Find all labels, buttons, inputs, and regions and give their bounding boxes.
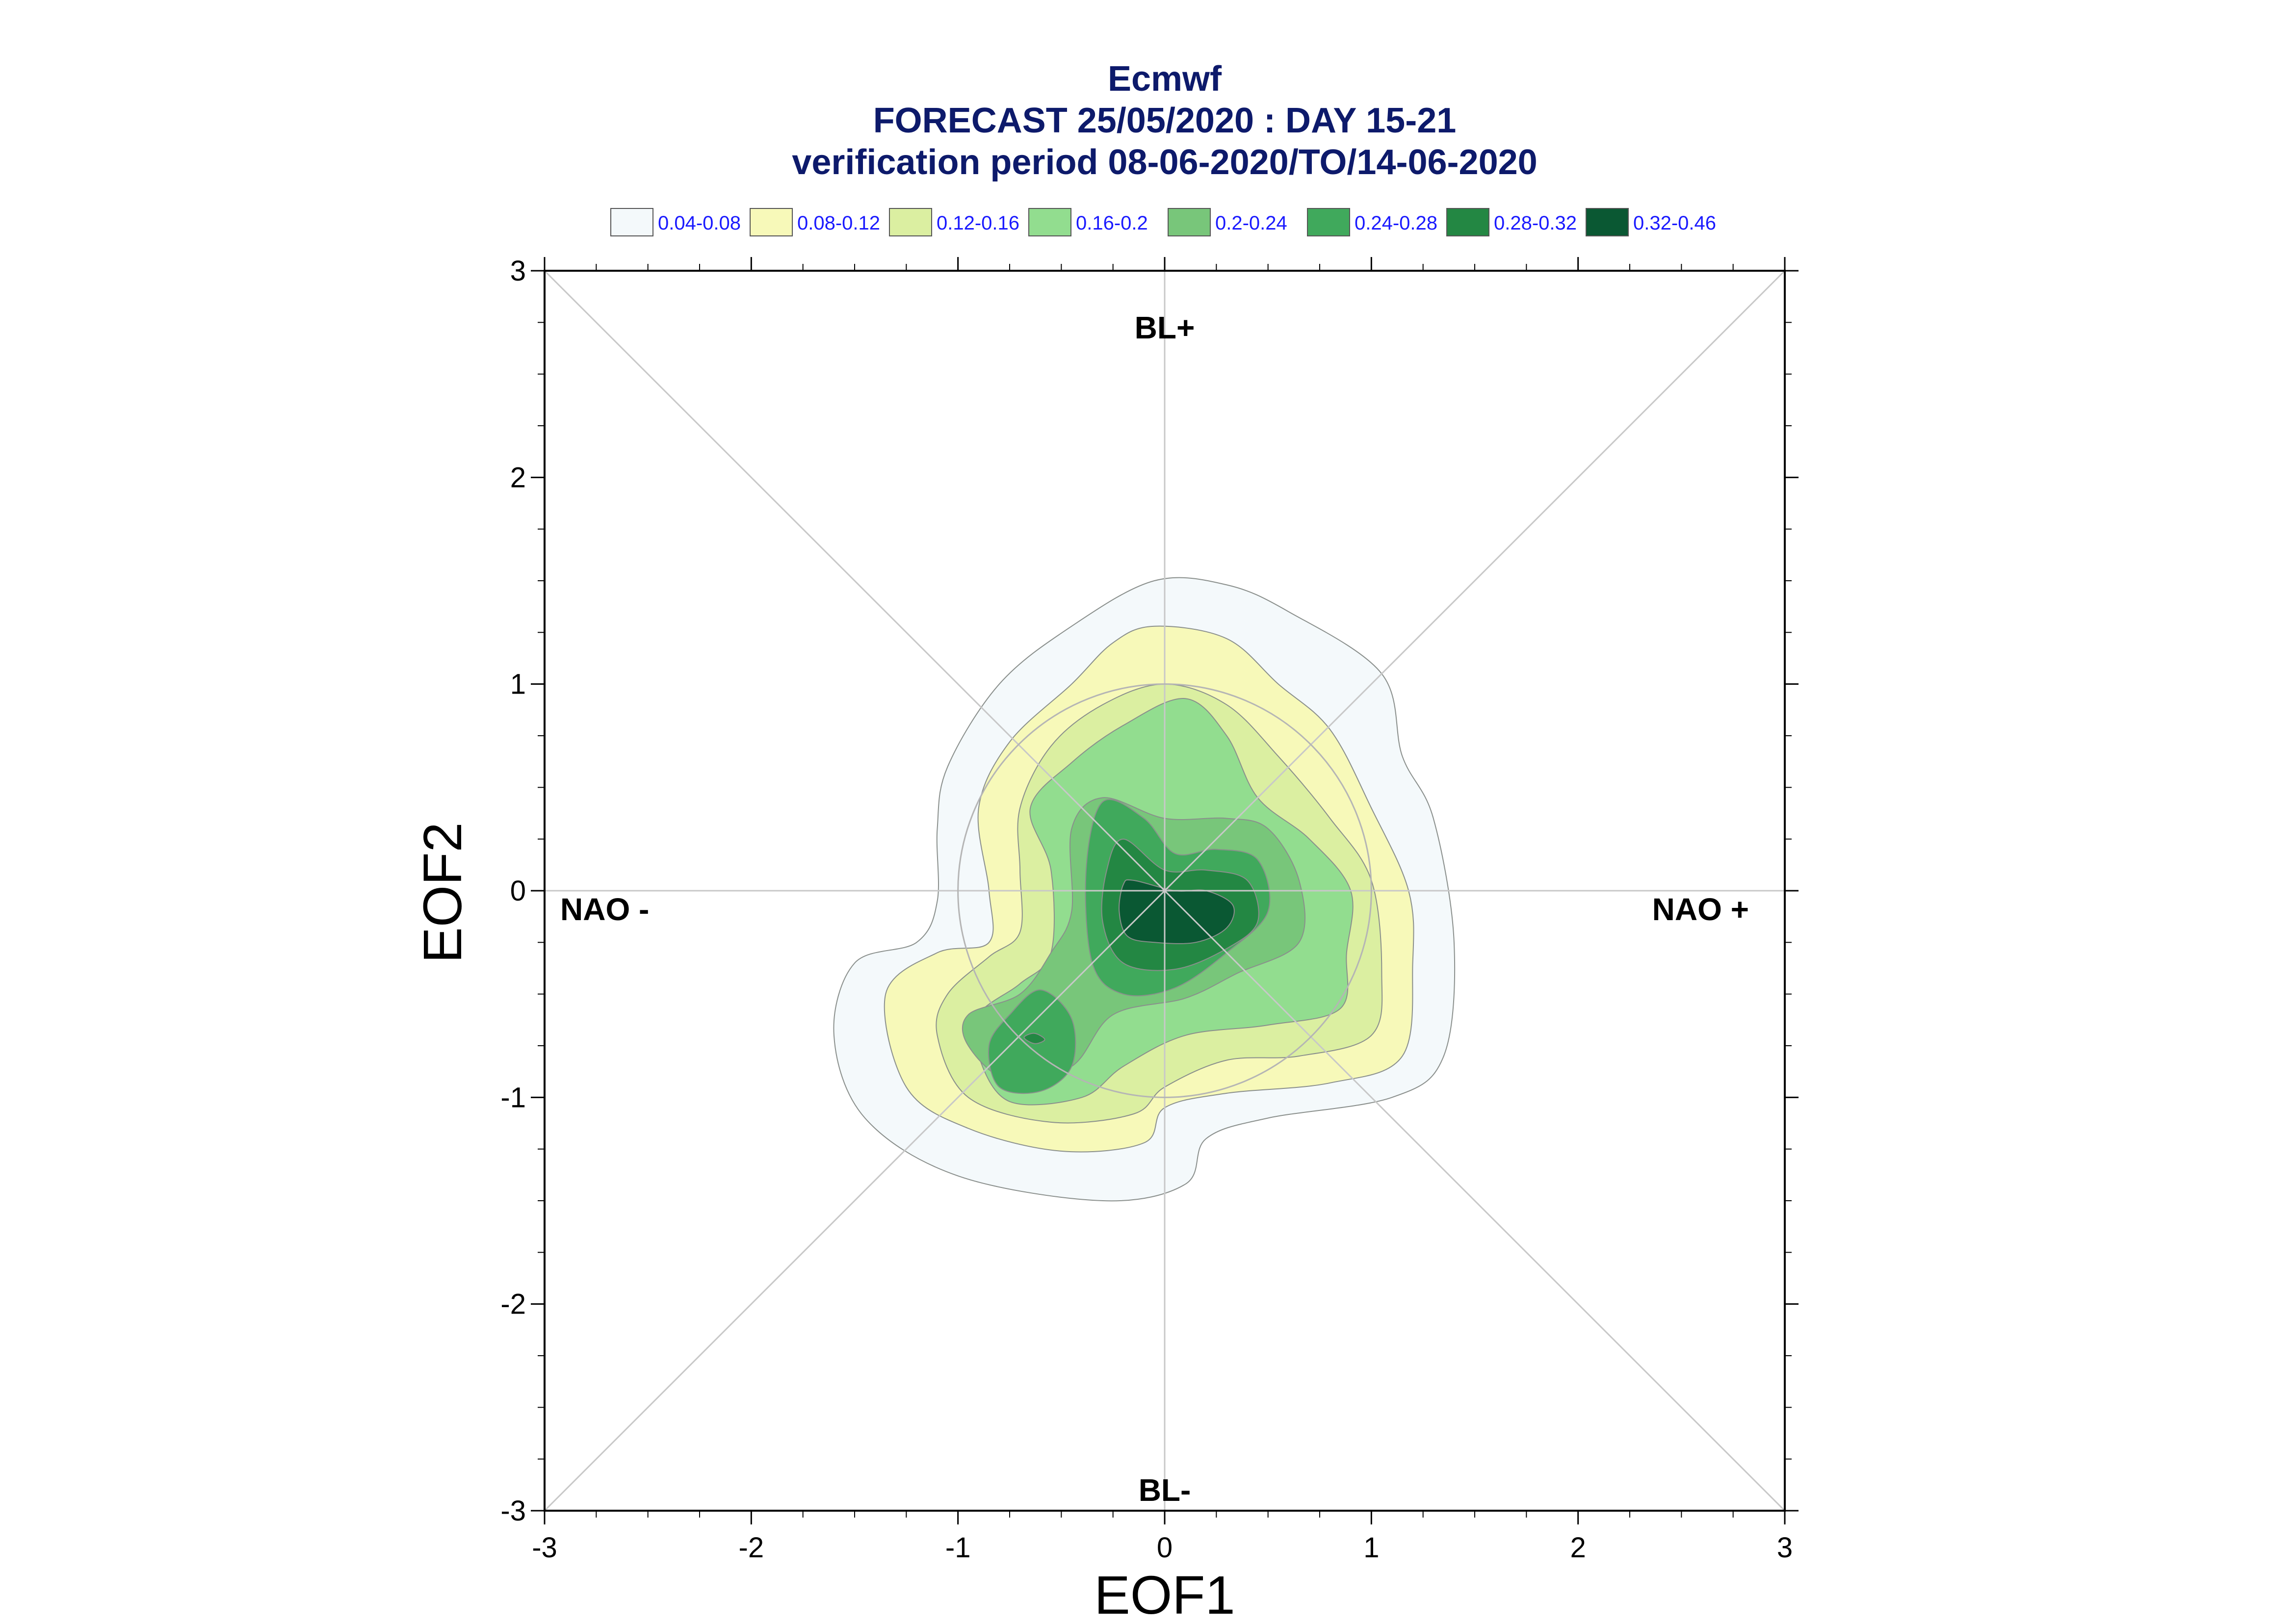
legend-swatch	[1307, 208, 1350, 236]
y-tick-label: 0	[510, 875, 526, 907]
chart-subtitle-forecast: FORECAST 25/05/2020 : DAY 15-21	[873, 101, 1457, 140]
y-axis-ticks: -3 -2 -1 0 1 2 3	[500, 255, 1799, 1527]
legend-swatch	[1168, 208, 1211, 236]
legend-swatch	[1586, 208, 1629, 236]
x-tick-label: -1	[945, 1532, 971, 1564]
density-contour	[1023, 1032, 1045, 1044]
legend-label: 0.04-0.08	[658, 212, 741, 234]
legend-swatch	[750, 208, 793, 236]
x-tick-label: 1	[1363, 1532, 1379, 1564]
x-tick-label: 0	[1157, 1532, 1173, 1564]
y-tick-label: -2	[500, 1289, 526, 1320]
chart-title-block: Ecmwf FORECAST 25/05/2020 : DAY 15-21 ve…	[792, 59, 1537, 182]
y-axis-label: EOF2	[413, 822, 473, 963]
legend-swatch	[1446, 208, 1489, 236]
legend-label: 0.28-0.32	[1494, 212, 1577, 234]
regime-label-nao-plus: NAO +	[1652, 892, 1749, 927]
legend-label: 0.16-0.2	[1076, 212, 1148, 234]
plot-area: -3 -2 -1 0 1 2 3 -3 -2 -1 0 1 2 3	[500, 255, 1799, 1564]
legend-swatch	[889, 208, 932, 236]
y-tick-label: -1	[500, 1082, 526, 1113]
x-tick-label: -3	[532, 1532, 557, 1564]
regime-label-bl-plus: BL+	[1135, 310, 1195, 345]
y-tick-label: -3	[500, 1495, 526, 1527]
legend-label: 0.24-0.28	[1355, 212, 1437, 234]
legend: 0.04-0.08 0.08-0.12 0.12-0.16 0.16-0.2 0.2-0…	[610, 208, 1716, 236]
y-tick-label: 2	[510, 462, 526, 493]
x-tick-label: -2	[739, 1532, 764, 1564]
legend-label: 0.32-0.46	[1633, 212, 1716, 234]
x-tick-label: 2	[1570, 1532, 1586, 1564]
legend-label: 0.08-0.12	[797, 212, 880, 234]
unit-circle	[957, 683, 1372, 1098]
legend-swatch	[1028, 208, 1071, 236]
chart-subtitle-verification: verification period 08-06-2020/TO/14-06-…	[792, 143, 1537, 182]
regime-label-nao-minus: NAO -	[560, 892, 649, 927]
regime-label-bl-minus: BL-	[1139, 1472, 1191, 1508]
y-tick-label: 3	[510, 255, 526, 287]
x-axis-ticks: -3 -2 -1 0 1 2 3	[532, 257, 1793, 1564]
diagonal-line-ascending	[544, 270, 1786, 1512]
chart-title: Ecmwf	[1108, 59, 1222, 99]
legend-swatch	[610, 208, 653, 236]
legend-label: 0.12-0.16	[937, 212, 1019, 234]
density-contours	[833, 577, 1456, 1202]
y-tick-label: 1	[510, 669, 526, 700]
legend-label: 0.2-0.24	[1215, 212, 1287, 234]
x-tick-label: 3	[1777, 1532, 1793, 1564]
reference-lines	[544, 270, 1786, 1512]
x-axis-label: EOF1	[1094, 1565, 1235, 1624]
